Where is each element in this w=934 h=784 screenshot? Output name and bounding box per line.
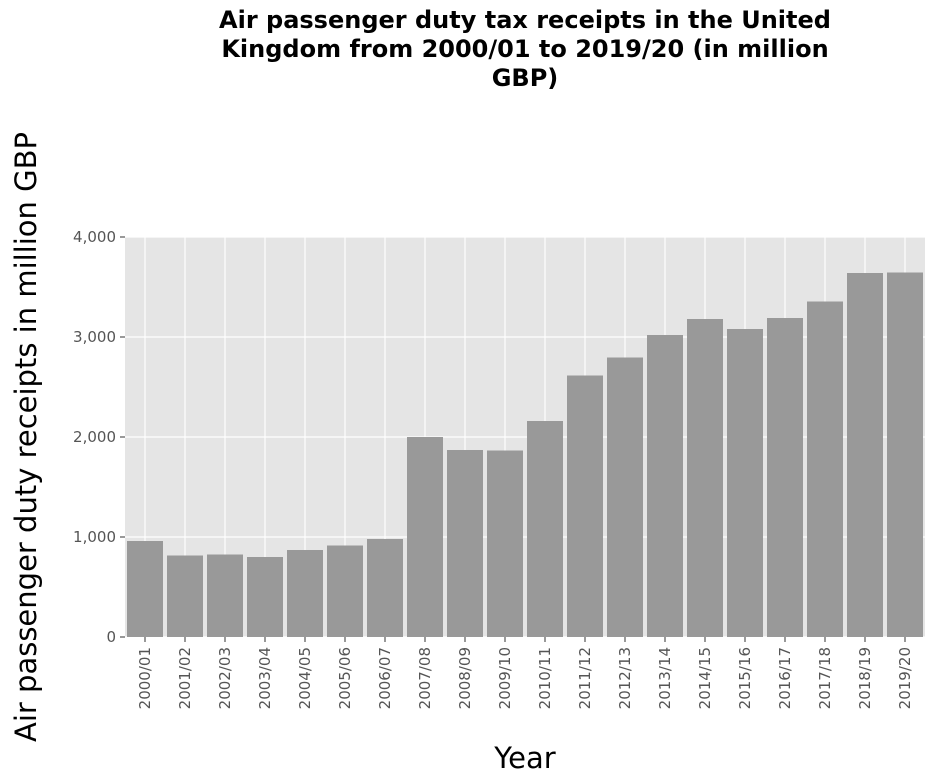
x-tick-label: 2004/05 <box>296 647 314 709</box>
axes: 0 1,000 2,000 3,000 4,000 2000/01 2001/02 2002/… <box>73 228 914 709</box>
bar-2001-02 <box>167 555 203 637</box>
bar-2018-19 <box>847 273 883 637</box>
y-tick-label: 1,000 <box>73 528 116 546</box>
x-tick-label: 2018/19 <box>856 647 874 709</box>
x-tick-label: 2015/16 <box>736 647 754 709</box>
x-tick-label: 2000/01 <box>136 647 154 709</box>
bar-2016-17 <box>767 318 803 637</box>
chart-title-line: Kingdom from 2000/01 to 2019/20 (in mill… <box>221 35 829 63</box>
y-tick-label: 2,000 <box>73 428 116 446</box>
x-tick-label: 2010/11 <box>536 647 554 709</box>
bar-2004-05 <box>287 550 323 637</box>
x-tick-label: 2009/10 <box>496 647 514 709</box>
x-tick-label: 2008/09 <box>456 647 474 709</box>
x-tick-label: 2019/20 <box>896 647 914 709</box>
x-tick-label: 2011/12 <box>576 647 594 709</box>
y-tick-label: 0 <box>106 628 116 646</box>
bar-2014-15 <box>687 319 723 637</box>
bar-2017-18 <box>807 301 843 637</box>
bar-2003-04 <box>247 557 283 637</box>
bar-2019-20 <box>887 272 923 637</box>
bar-2005-06 <box>327 545 363 637</box>
x-tick-label: 2001/02 <box>176 647 194 709</box>
bar-2007-08 <box>407 437 443 637</box>
x-tick-label: 2013/14 <box>656 647 674 709</box>
bar-2009-10 <box>487 450 523 637</box>
bar-2010-11 <box>527 421 563 637</box>
bars <box>127 272 923 637</box>
y-tick-label: 3,000 <box>73 328 116 346</box>
bar-2008-09 <box>447 450 483 637</box>
bar-2013-14 <box>647 335 683 637</box>
bar-2006-07 <box>367 539 403 637</box>
chart-title-line: GBP) <box>491 64 559 92</box>
chart-title-line: Air passenger duty tax receipts in the U… <box>219 6 831 34</box>
bar-2011-12 <box>567 375 603 637</box>
y-tick-label: 4,000 <box>73 228 116 246</box>
x-tick-label: 2016/17 <box>776 647 794 709</box>
x-axis-title: Year <box>493 741 555 775</box>
chart-title: Air passenger duty tax receipts in the U… <box>150 6 900 93</box>
x-tick-label: 2003/04 <box>256 647 274 709</box>
bar-2015-16 <box>727 329 763 637</box>
bar-2002-03 <box>207 554 243 637</box>
bar-2000-01 <box>127 541 163 637</box>
x-tick-label: 2014/15 <box>696 647 714 709</box>
y-axis-title: Air passenger duty receipts in million G… <box>9 132 43 742</box>
x-tick-label: 2007/08 <box>416 647 434 709</box>
bar-2012-13 <box>607 357 643 637</box>
x-tick-label: 2017/18 <box>816 647 834 709</box>
x-tick-label: 2005/06 <box>336 647 354 709</box>
x-tick-label: 2006/07 <box>376 647 394 709</box>
x-tick-label: 2002/03 <box>216 647 234 709</box>
x-tick-label: 2012/13 <box>616 647 634 709</box>
